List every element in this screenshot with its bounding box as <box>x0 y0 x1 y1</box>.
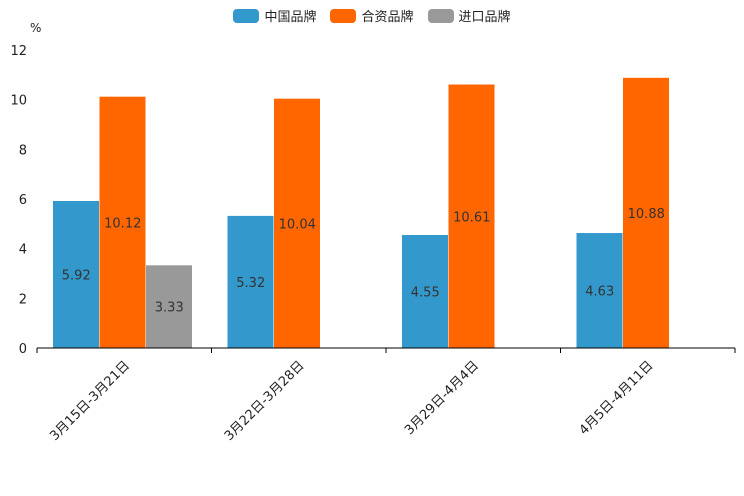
bar-value-label: 10.04 <box>279 217 316 232</box>
bar-domestic <box>402 235 448 348</box>
legend-label-joint-venture: 合资品牌 <box>361 10 414 25</box>
x-tick-label: 4月5日-4月11日 <box>577 358 657 438</box>
y-tick-label: 0 <box>19 342 27 357</box>
legend-label-imported: 进口品牌 <box>458 10 511 25</box>
x-tick-label: 3月29日-4月4日 <box>402 358 482 438</box>
legend-swatch-imported <box>427 8 454 23</box>
chart-legend: 中国品牌 合资品牌 进口品牌 <box>0 6 744 25</box>
legend-swatch-joint-venture <box>330 8 357 23</box>
bar-domestic <box>227 215 274 348</box>
bar-joint-venture <box>99 96 146 348</box>
bar-joint-venture <box>448 84 495 348</box>
bar-value-label: 10.12 <box>104 216 141 231</box>
bar-value-label: 3.33 <box>155 301 184 316</box>
y-tick-label: 2 <box>19 292 27 307</box>
y-axis-unit-label: % <box>30 21 42 35</box>
bar-value-label: 10.88 <box>628 207 665 222</box>
x-tick-label: 3月15日-3月21日 <box>47 358 133 444</box>
y-tick-label: 8 <box>19 143 27 158</box>
bar-value-label: 5.92 <box>62 268 91 283</box>
y-tick-label: 4 <box>19 243 27 258</box>
y-tick-label: 6 <box>19 193 27 208</box>
bar-value-label: 4.63 <box>585 285 614 300</box>
legend-swatch-domestic <box>233 8 260 23</box>
bar-joint-venture <box>623 77 669 349</box>
y-tick-label: 10 <box>10 94 27 109</box>
bar-domestic <box>53 200 99 348</box>
bar-value-label: 4.55 <box>411 286 440 301</box>
legend-label-domestic: 中国品牌 <box>264 10 317 25</box>
bar-imported <box>146 265 192 348</box>
bar-domestic <box>576 233 623 348</box>
legend-item-joint-venture-brand[interactable]: 合资品牌 <box>330 6 414 25</box>
legend-item-imported-brand[interactable]: 进口品牌 <box>427 6 511 25</box>
bar-value-label: 5.32 <box>236 276 265 291</box>
bar-joint-venture <box>274 98 320 348</box>
y-tick-label: 12 <box>10 44 27 59</box>
legend-item-domestic-brand[interactable]: 中国品牌 <box>233 6 316 25</box>
bar-value-label: 10.61 <box>453 210 490 225</box>
x-tick-label: 3月22日-3月28日 <box>222 358 308 444</box>
